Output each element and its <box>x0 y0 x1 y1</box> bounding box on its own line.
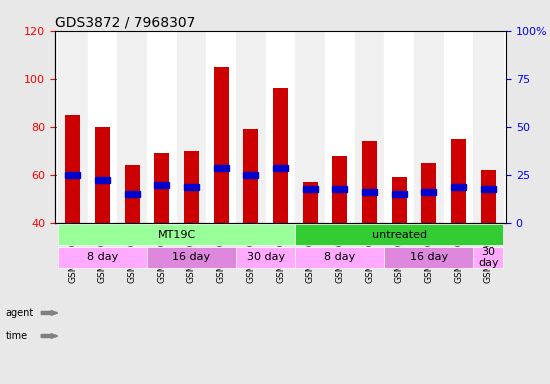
Bar <box>421 163 436 223</box>
Bar <box>295 31 325 223</box>
Text: 8 day: 8 day <box>87 252 118 262</box>
Bar <box>244 172 258 178</box>
Bar <box>117 31 147 223</box>
Bar <box>474 31 503 223</box>
Bar <box>214 165 229 171</box>
Bar <box>392 177 406 223</box>
Bar <box>244 129 258 223</box>
FancyBboxPatch shape <box>147 247 236 268</box>
Bar <box>273 165 288 171</box>
Bar <box>273 88 288 223</box>
Bar <box>362 141 377 223</box>
Bar <box>481 187 496 192</box>
Bar <box>266 31 295 223</box>
Text: 8 day: 8 day <box>324 252 355 262</box>
Bar <box>58 31 87 223</box>
FancyBboxPatch shape <box>58 247 147 268</box>
Bar <box>65 115 80 223</box>
Bar <box>95 127 110 223</box>
Bar <box>302 182 317 223</box>
Bar <box>325 31 355 223</box>
Bar <box>65 172 80 178</box>
Text: 16 day: 16 day <box>172 252 211 262</box>
Bar <box>481 170 496 223</box>
FancyBboxPatch shape <box>295 247 384 268</box>
Bar <box>95 177 110 183</box>
Bar <box>206 31 236 223</box>
Text: agent: agent <box>6 308 34 318</box>
Bar <box>355 31 384 223</box>
FancyBboxPatch shape <box>236 247 295 268</box>
Bar <box>421 189 436 195</box>
Bar <box>236 31 266 223</box>
Text: 16 day: 16 day <box>410 252 448 262</box>
Bar <box>87 31 117 223</box>
Bar <box>125 166 140 223</box>
Bar <box>451 184 466 190</box>
Bar <box>147 31 177 223</box>
Text: untreated: untreated <box>372 230 427 240</box>
Bar <box>332 156 347 223</box>
Text: GDS3872 / 7968307: GDS3872 / 7968307 <box>55 15 195 29</box>
Bar <box>184 151 199 223</box>
Bar <box>451 139 466 223</box>
Bar <box>155 153 169 223</box>
Text: time: time <box>6 331 28 341</box>
FancyBboxPatch shape <box>58 224 295 245</box>
FancyBboxPatch shape <box>384 247 474 268</box>
Bar <box>184 184 199 190</box>
Bar <box>214 67 229 223</box>
Bar <box>125 191 140 197</box>
Bar <box>362 189 377 195</box>
Bar <box>414 31 444 223</box>
FancyBboxPatch shape <box>295 224 503 245</box>
Bar <box>177 31 206 223</box>
Bar <box>392 191 406 197</box>
Bar <box>444 31 474 223</box>
Text: MT19C: MT19C <box>157 230 196 240</box>
Bar <box>155 182 169 188</box>
Bar <box>384 31 414 223</box>
Text: 30
day: 30 day <box>478 247 498 268</box>
Bar <box>302 187 317 192</box>
Text: 30 day: 30 day <box>246 252 285 262</box>
Bar <box>332 187 347 192</box>
FancyBboxPatch shape <box>474 247 503 268</box>
